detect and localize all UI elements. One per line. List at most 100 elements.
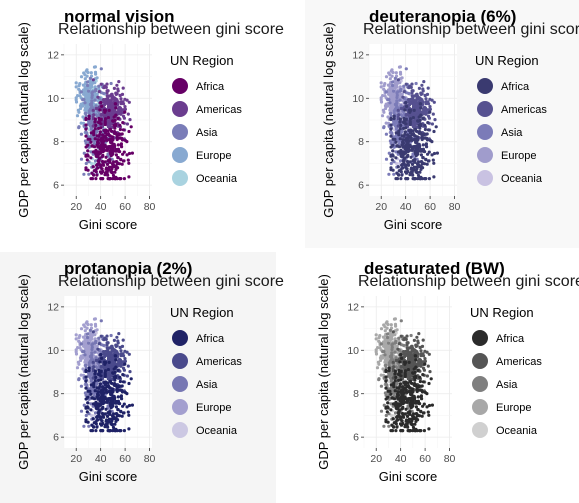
data-point xyxy=(406,351,410,355)
data-point xyxy=(108,389,112,393)
y-tick-label: 8 xyxy=(53,388,59,400)
data-point xyxy=(415,413,420,417)
data-point xyxy=(395,99,399,103)
data-point xyxy=(421,404,425,408)
chart-title: desaturated (BW) xyxy=(364,259,505,278)
data-point xyxy=(103,369,108,373)
data-point xyxy=(379,81,383,85)
data-point xyxy=(89,71,93,75)
data-point xyxy=(387,151,391,155)
data-point xyxy=(423,177,427,181)
data-point xyxy=(79,384,83,388)
data-point xyxy=(114,351,119,355)
x-tick-label: 20 xyxy=(70,453,82,465)
data-point xyxy=(428,110,432,114)
data-point xyxy=(82,403,86,407)
data-point xyxy=(404,337,408,341)
data-point xyxy=(419,147,423,152)
data-point xyxy=(114,405,118,409)
data-point xyxy=(391,168,395,172)
data-point xyxy=(91,139,95,143)
data-point xyxy=(402,338,406,342)
data-point xyxy=(403,400,407,404)
data-point xyxy=(95,382,99,386)
data-point xyxy=(411,429,415,433)
data-point xyxy=(106,99,110,103)
data-point xyxy=(94,104,98,108)
data-point xyxy=(86,332,90,336)
data-point xyxy=(101,154,105,158)
data-point xyxy=(104,128,108,132)
data-point xyxy=(418,345,422,349)
data-point xyxy=(90,345,94,349)
data-point xyxy=(412,394,416,398)
data-point xyxy=(84,161,88,166)
data-point xyxy=(105,341,109,345)
data-point xyxy=(423,127,427,132)
data-point xyxy=(104,380,108,384)
data-point xyxy=(423,123,427,127)
data-point xyxy=(101,385,105,389)
data-point xyxy=(120,145,124,149)
data-point xyxy=(93,137,97,141)
data-point xyxy=(384,375,388,379)
data-point xyxy=(393,317,397,321)
data-point xyxy=(105,414,110,418)
x-tick-label: 20 xyxy=(370,453,382,465)
legend-title: UN Region xyxy=(470,305,534,320)
data-point xyxy=(75,366,80,370)
data-point xyxy=(392,172,396,176)
data-point xyxy=(127,151,132,156)
data-point xyxy=(394,341,398,345)
data-point xyxy=(421,373,425,377)
data-point xyxy=(427,381,431,386)
data-point xyxy=(390,332,394,337)
data-point xyxy=(99,334,103,338)
data-point xyxy=(126,158,130,162)
data-point xyxy=(118,429,122,433)
data-point xyxy=(87,117,91,121)
data-point xyxy=(411,414,415,418)
data-point xyxy=(116,87,120,91)
data-point xyxy=(94,123,98,127)
data-point xyxy=(398,70,403,74)
data-point xyxy=(414,168,418,173)
data-point xyxy=(404,383,408,387)
data-point xyxy=(96,166,100,170)
data-point xyxy=(413,127,417,131)
data-point xyxy=(397,378,401,382)
data-point xyxy=(99,417,103,421)
data-point xyxy=(409,420,413,425)
data-point xyxy=(420,177,424,181)
data-point xyxy=(425,145,429,149)
data-point xyxy=(95,173,99,177)
legend-swatch xyxy=(172,422,188,438)
data-point xyxy=(95,406,99,411)
data-point xyxy=(106,377,110,381)
data-point xyxy=(86,83,90,88)
chart-title: normal vision xyxy=(64,7,175,26)
data-point xyxy=(96,418,100,422)
data-point xyxy=(400,163,404,167)
data-point xyxy=(382,403,386,407)
legend-swatch xyxy=(472,353,488,369)
data-point xyxy=(102,163,106,167)
data-point xyxy=(398,65,402,69)
data-point xyxy=(107,411,111,415)
data-point xyxy=(97,116,101,120)
data-point xyxy=(409,85,413,89)
data-point xyxy=(121,366,126,370)
data-point xyxy=(119,349,123,353)
data-point xyxy=(394,156,398,160)
data-point xyxy=(90,85,94,89)
data-point xyxy=(403,369,408,373)
legend-swatch xyxy=(477,78,493,94)
legend-label: Africa xyxy=(196,81,225,93)
data-point xyxy=(123,362,127,366)
data-point xyxy=(106,119,110,123)
data-point xyxy=(405,390,409,394)
data-point xyxy=(389,413,393,417)
data-point xyxy=(395,85,399,89)
data-point xyxy=(374,352,379,356)
data-point xyxy=(418,170,422,174)
